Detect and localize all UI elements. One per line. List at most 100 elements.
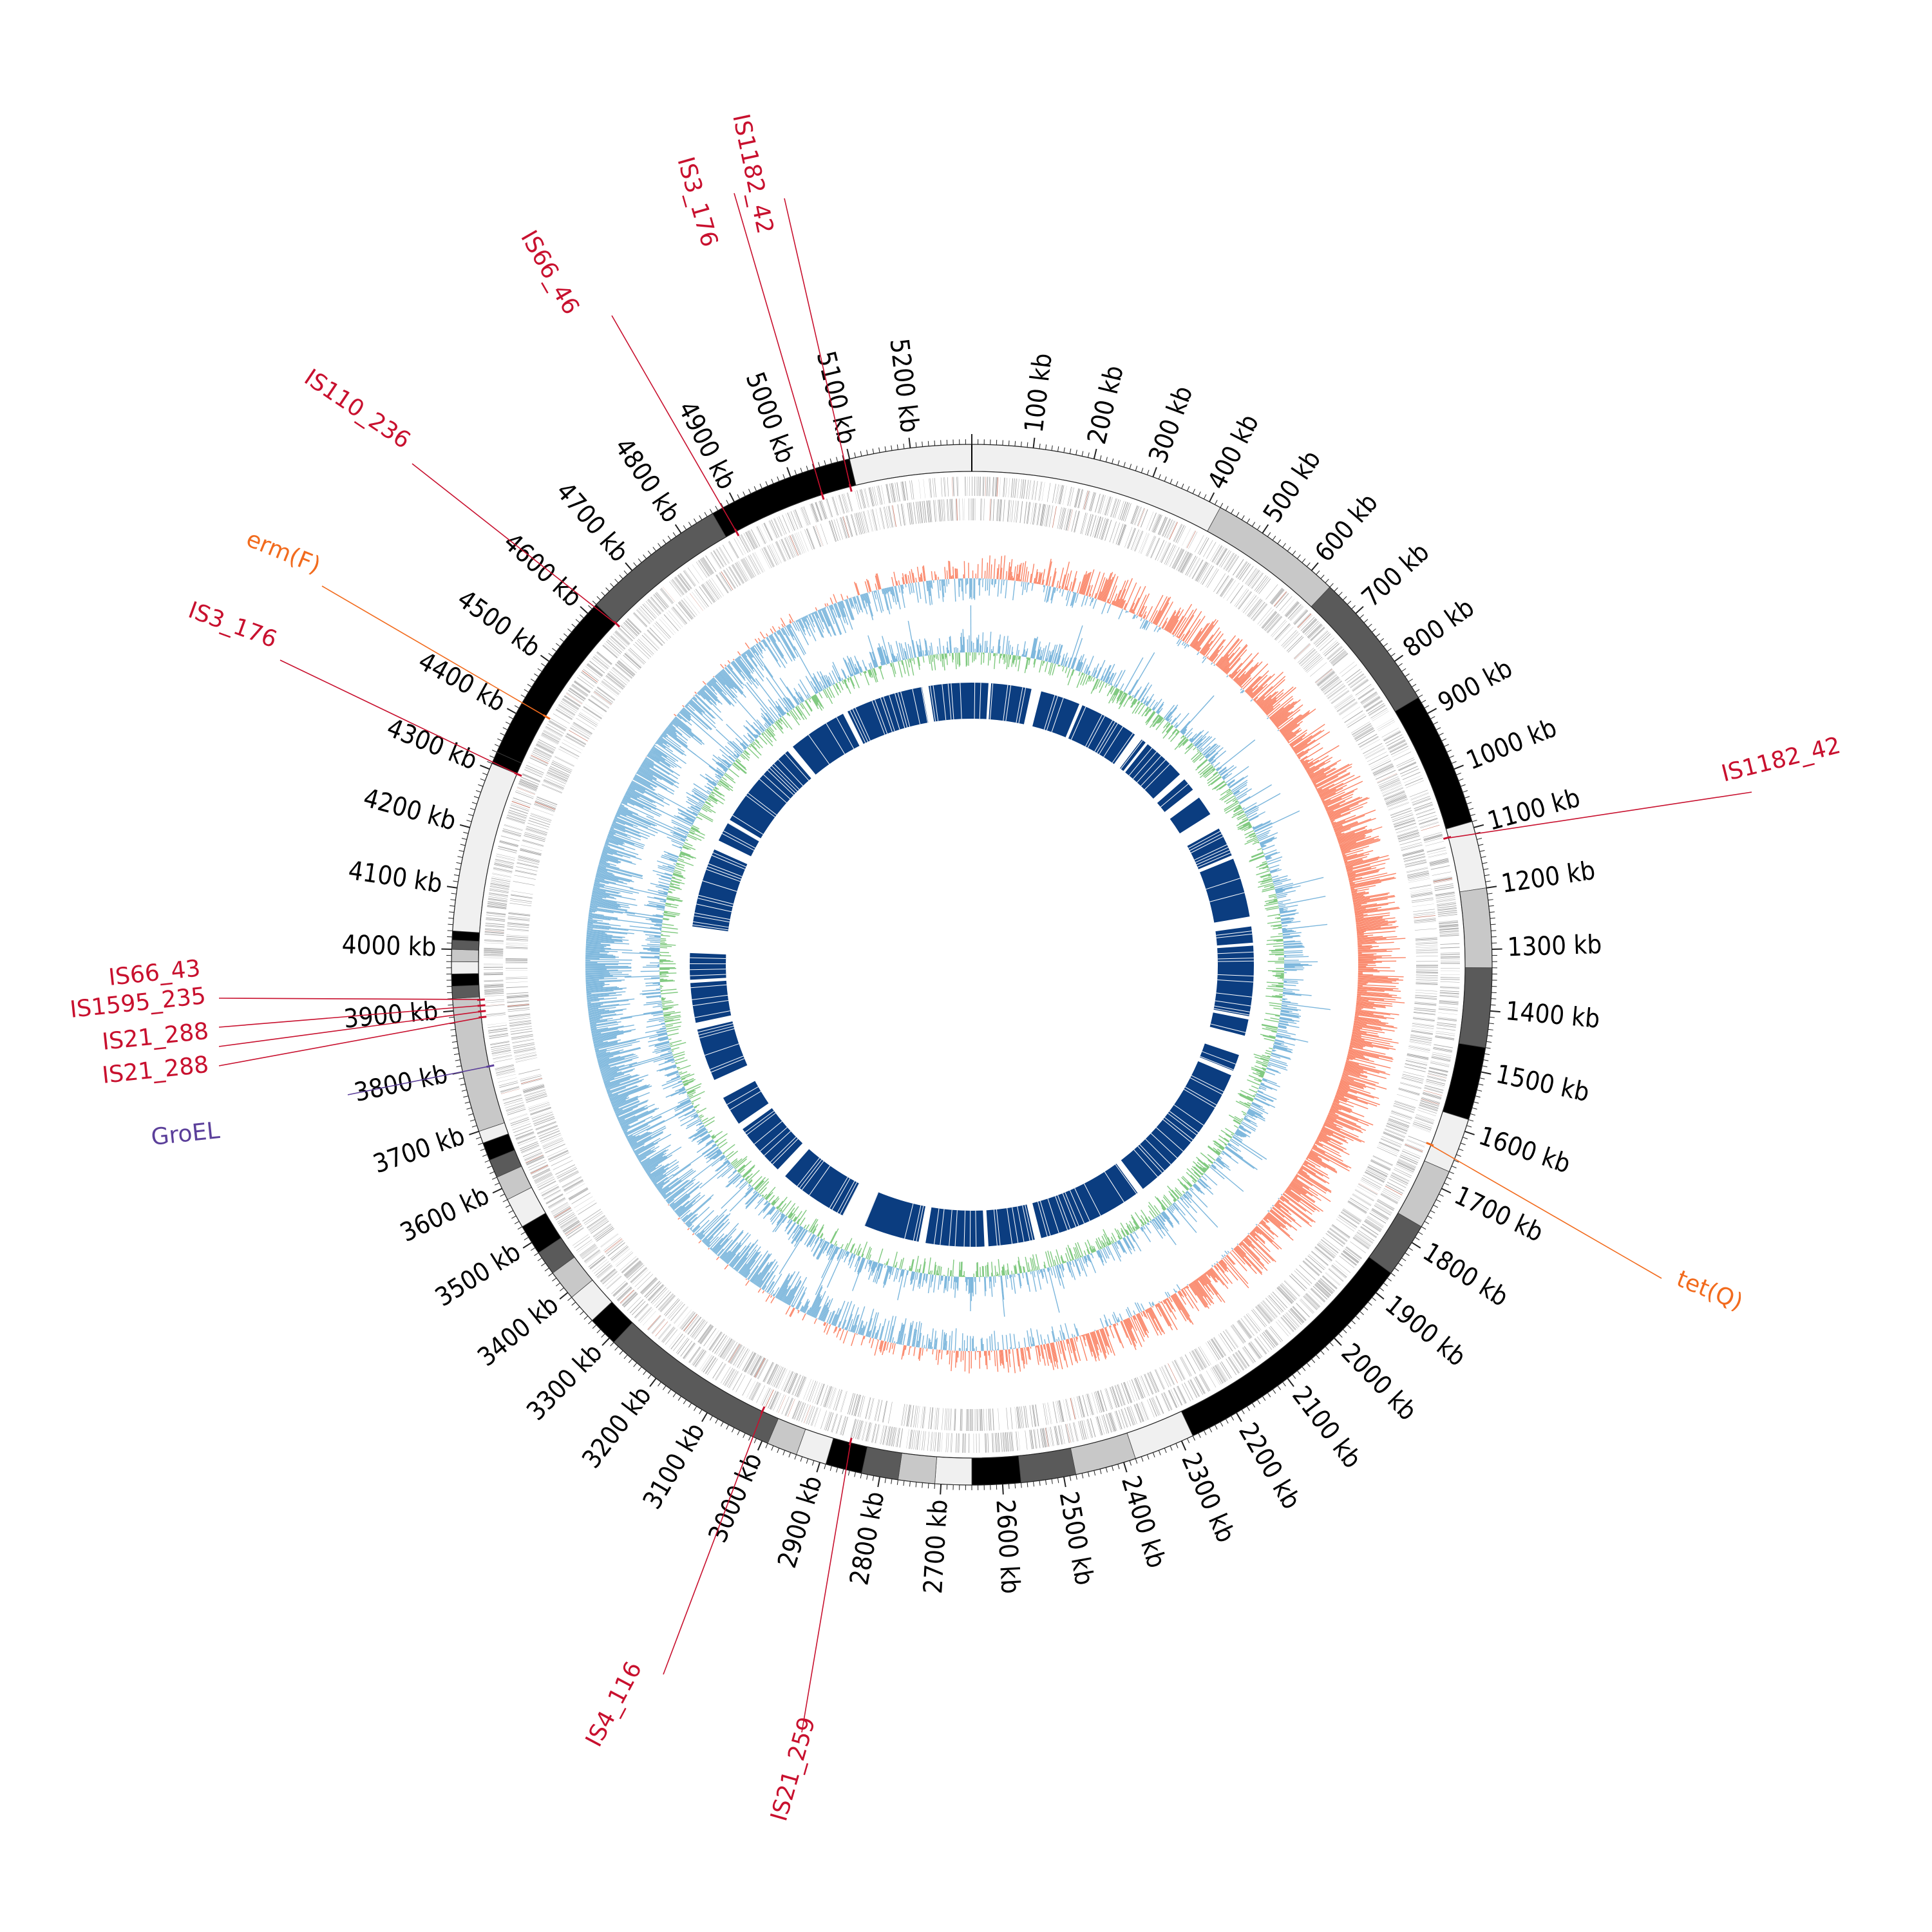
cds-feature bbox=[1237, 591, 1251, 609]
cds-feature bbox=[1236, 562, 1248, 578]
minor-tick bbox=[731, 1427, 735, 1433]
minor-tick bbox=[619, 574, 623, 579]
minor-tick bbox=[818, 462, 820, 468]
cds-feature bbox=[1009, 500, 1012, 522]
minor-tick bbox=[1481, 856, 1486, 858]
minor-tick bbox=[647, 551, 652, 555]
minor-tick bbox=[643, 554, 647, 559]
gc-skew-bar bbox=[1358, 983, 1367, 985]
gc-skew-bar bbox=[1173, 635, 1175, 637]
minor-tick bbox=[927, 440, 929, 446]
cds-feature bbox=[1084, 491, 1090, 510]
cds-feature bbox=[1353, 725, 1372, 737]
gc-skew-bar bbox=[1084, 1334, 1086, 1336]
minor-tick bbox=[638, 558, 642, 563]
cds-feature bbox=[1238, 591, 1252, 610]
cds-feature bbox=[1360, 691, 1377, 703]
gc-skew-bar bbox=[1346, 1059, 1349, 1061]
cds-feature bbox=[1403, 775, 1422, 783]
minor-tick bbox=[854, 452, 857, 458]
minor-tick bbox=[530, 678, 536, 683]
cds-feature bbox=[1440, 963, 1460, 965]
minor-tick bbox=[451, 893, 457, 895]
minor-tick bbox=[699, 1409, 703, 1414]
cds-feature bbox=[1340, 703, 1358, 715]
minor-tick bbox=[1164, 1448, 1167, 1454]
cds-feature bbox=[983, 477, 985, 497]
minor-tick bbox=[559, 1287, 564, 1291]
minor-tick bbox=[466, 820, 472, 822]
major-tick bbox=[1411, 1242, 1421, 1249]
minor-tick bbox=[571, 1302, 576, 1306]
contig-segment bbox=[451, 973, 480, 987]
cds-feature bbox=[1379, 778, 1399, 788]
cds-feature bbox=[971, 1408, 972, 1432]
cds-feature bbox=[1138, 508, 1146, 527]
gc-skew-bar bbox=[985, 578, 987, 591]
cds-feature bbox=[1164, 544, 1174, 565]
gc-skew-bar bbox=[1090, 596, 1092, 600]
minor-tick bbox=[694, 1406, 697, 1411]
cds-feature bbox=[1087, 515, 1094, 536]
minor-tick bbox=[896, 1479, 898, 1485]
cds-feature bbox=[1350, 721, 1370, 734]
cds-feature bbox=[1271, 620, 1286, 636]
gc-skew-bar bbox=[997, 1341, 999, 1350]
minor-tick bbox=[1215, 1425, 1218, 1430]
cds-feature bbox=[1066, 509, 1072, 531]
minor-tick bbox=[1444, 1182, 1450, 1186]
cds-feature bbox=[1019, 501, 1023, 524]
minor-tick bbox=[451, 1041, 457, 1043]
cds-feature bbox=[1371, 709, 1388, 720]
minor-tick bbox=[1329, 583, 1334, 587]
minor-tick bbox=[552, 1278, 557, 1282]
cds-feature bbox=[975, 498, 976, 521]
minor-tick bbox=[662, 539, 667, 544]
cds-feature bbox=[1036, 503, 1040, 526]
gc-skew-bar bbox=[1158, 1301, 1160, 1303]
cds-feature bbox=[1360, 739, 1380, 750]
cds-feature bbox=[1167, 545, 1177, 566]
cds-feature bbox=[1323, 680, 1341, 694]
cds-feature bbox=[1012, 478, 1015, 498]
cds-feature bbox=[1322, 640, 1337, 654]
minor-tick bbox=[720, 502, 724, 508]
minor-tick bbox=[453, 880, 459, 882]
cds-feature bbox=[1146, 511, 1154, 530]
cds-feature bbox=[1298, 614, 1313, 629]
minor-tick bbox=[1456, 1154, 1461, 1157]
minor-tick bbox=[1152, 1452, 1155, 1458]
minor-tick bbox=[1187, 486, 1190, 491]
gc-skew-bar bbox=[923, 1345, 925, 1349]
minor-tick bbox=[1444, 744, 1450, 747]
minor-tick bbox=[1430, 1210, 1435, 1213]
contig-ring bbox=[451, 444, 1493, 1486]
cds-feature bbox=[1297, 613, 1312, 629]
cds-feature bbox=[1046, 482, 1051, 502]
cds-feature bbox=[1061, 507, 1066, 530]
cds-feature bbox=[1003, 499, 1005, 522]
major-tick bbox=[1152, 467, 1157, 477]
major-tick bbox=[522, 1242, 533, 1249]
minor-tick bbox=[1439, 1193, 1444, 1197]
cds-feature bbox=[1412, 795, 1430, 803]
cds-feature bbox=[1102, 518, 1109, 540]
cds-feature bbox=[1281, 630, 1297, 647]
cds-feature bbox=[986, 477, 987, 497]
minor-tick bbox=[1325, 578, 1329, 583]
cds-feature bbox=[1169, 547, 1180, 567]
cds-feature bbox=[996, 499, 998, 522]
minor-tick bbox=[1220, 1421, 1224, 1427]
minor-tick bbox=[1225, 506, 1229, 511]
cds-feature bbox=[1389, 743, 1408, 753]
cds-feature bbox=[1410, 793, 1429, 800]
major-tick bbox=[757, 1441, 763, 1451]
cds-feature bbox=[1336, 698, 1355, 712]
cds-feature bbox=[1247, 570, 1260, 587]
minor-tick bbox=[548, 1273, 553, 1276]
cds-feature bbox=[1368, 755, 1388, 766]
minor-tick bbox=[1246, 518, 1250, 524]
cds-feature bbox=[989, 477, 991, 497]
minor-tick bbox=[511, 1215, 516, 1219]
minor-tick bbox=[824, 460, 826, 466]
